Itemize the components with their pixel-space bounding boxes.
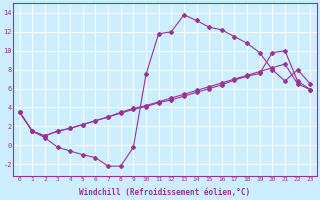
X-axis label: Windchill (Refroidissement éolien,°C): Windchill (Refroidissement éolien,°C)	[79, 188, 251, 197]
